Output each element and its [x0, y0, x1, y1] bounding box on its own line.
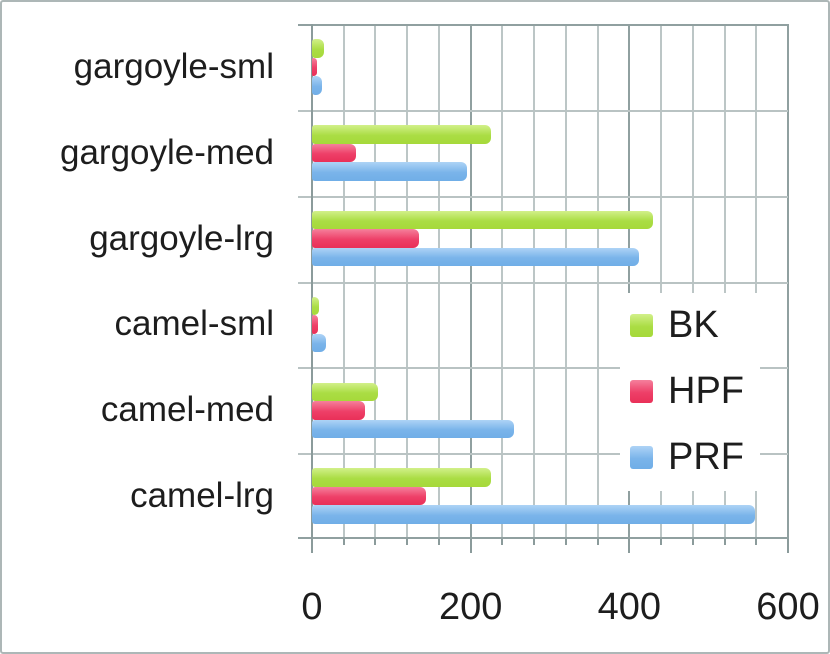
x-minor-tick	[374, 539, 377, 545]
bar-bk-camel-lrg	[312, 468, 491, 487]
x-tick-label-200: 200	[438, 586, 503, 628]
category-axis-line	[311, 24, 313, 540]
category-label-gargoyle-med: gargoyle-med	[60, 132, 274, 172]
plot-area	[298, 24, 789, 557]
minor-gridline	[660, 24, 663, 539]
x-major-tick	[469, 539, 472, 553]
minor-gridline	[564, 24, 567, 539]
legend: BK HPF PRF	[620, 293, 760, 491]
bar-hpf-camel-med	[312, 401, 366, 420]
bar-prf-camel-sml	[312, 333, 327, 353]
x-minor-tick	[691, 539, 694, 545]
x-minor-tick	[564, 539, 567, 545]
x-minor-tick	[755, 539, 758, 545]
x-minor-tick	[660, 539, 663, 545]
minor-gridline	[437, 24, 440, 539]
bar-bk-gargoyle-med	[312, 125, 491, 144]
category-label-gargoyle-sml: gargoyle-sml	[73, 46, 274, 86]
category-separator-line	[298, 367, 788, 369]
bar-hpf-camel-sml	[312, 315, 318, 334]
bar-hpf-gargoyle-lrg	[312, 229, 420, 248]
major-gridline	[787, 24, 789, 539]
minor-gridline	[533, 24, 536, 539]
minor-gridline	[406, 24, 409, 539]
x-minor-tick	[596, 539, 599, 545]
legend-label-bk: BK	[668, 304, 719, 346]
x-minor-tick	[437, 539, 440, 545]
plot-border-line	[298, 537, 788, 539]
category-label-camel-med: camel-med	[100, 390, 274, 430]
x-minor-tick	[501, 539, 504, 545]
bar-prf-gargoyle-lrg	[312, 247, 639, 267]
category-label-camel-lrg: camel-lrg	[130, 476, 274, 516]
plot-border-line	[298, 24, 788, 26]
bar-hpf-gargoyle-med	[312, 143, 357, 162]
category-separator-line	[298, 196, 788, 198]
x-major-tick	[787, 539, 789, 553]
category-label-camel-sml: camel-sml	[114, 304, 274, 344]
x-tick-label-0: 0	[301, 586, 323, 628]
legend-label-hpf: HPF	[668, 370, 744, 412]
legend-label-prf: PRF	[668, 436, 744, 478]
minor-gridline	[501, 24, 504, 539]
bar-bk-gargoyle-lrg	[312, 210, 654, 230]
x-tick-label-600: 600	[756, 586, 820, 628]
minor-gridline	[691, 24, 694, 539]
prf-swatch-icon	[630, 445, 653, 469]
bar-bk-camel-sml	[312, 296, 320, 316]
bar-prf-camel-lrg	[312, 505, 755, 524]
minor-gridline	[342, 24, 345, 539]
minor-gridline	[723, 24, 726, 539]
bar-hpf-camel-lrg	[312, 486, 427, 506]
major-gridline	[469, 24, 472, 539]
bar-prf-gargoyle-med	[312, 162, 467, 181]
bar-prf-camel-med	[312, 419, 514, 438]
category-separator-line	[298, 282, 788, 284]
x-minor-tick	[533, 539, 536, 545]
minor-gridline	[596, 24, 599, 539]
x-minor-tick	[406, 539, 409, 545]
bar-prf-gargoyle-sml	[312, 76, 323, 95]
x-minor-tick	[723, 539, 726, 545]
minor-gridline	[374, 24, 377, 539]
legend-entry-hpf: HPF	[630, 369, 756, 413]
x-major-tick	[628, 539, 631, 553]
category-separator-line	[298, 453, 788, 455]
legend-entry-prf: PRF	[630, 435, 756, 479]
x-tick-label-400: 400	[597, 586, 662, 628]
major-gridline	[628, 24, 631, 539]
bar-bk-camel-med	[312, 382, 378, 401]
legend-entry-bk: BK	[630, 303, 756, 347]
x-major-tick	[311, 539, 313, 553]
hpf-swatch-icon	[630, 379, 653, 403]
bar-hpf-gargoyle-sml	[312, 57, 317, 77]
minor-gridline	[755, 24, 758, 539]
category-label-gargoyle-lrg: gargoyle-lrg	[89, 218, 274, 258]
category-separator-line	[298, 110, 788, 112]
x-minor-tick	[342, 539, 345, 545]
bk-swatch-icon	[630, 313, 653, 337]
bar-bk-gargoyle-sml	[312, 39, 324, 58]
